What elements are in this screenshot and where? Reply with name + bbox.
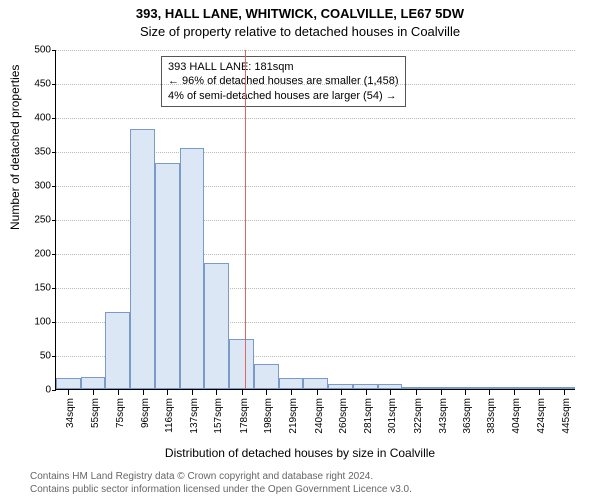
x-tick-label: 424sqm xyxy=(536,398,547,434)
histogram-bar xyxy=(180,148,205,389)
x-tick-label: 157sqm xyxy=(213,398,224,434)
x-tick-mark xyxy=(118,389,119,395)
x-tick-label: 301sqm xyxy=(387,398,398,434)
y-tick-mark xyxy=(52,152,56,153)
y-tick-label: 50 xyxy=(21,351,51,362)
histogram-bar xyxy=(105,312,130,389)
footer-attribution: Contains HM Land Registry data © Crown c… xyxy=(30,470,412,496)
histogram-bar xyxy=(81,377,106,389)
x-tick-mark xyxy=(514,389,515,395)
histogram-bar xyxy=(427,387,452,389)
x-tick-mark xyxy=(192,389,193,395)
x-tick-label: 96sqm xyxy=(140,398,151,428)
histogram-bar xyxy=(279,378,304,389)
histogram-bar xyxy=(254,364,279,389)
x-tick-label: 383sqm xyxy=(486,398,497,434)
x-tick-mark xyxy=(489,389,490,395)
x-tick-label: 178sqm xyxy=(239,398,250,434)
x-tick-mark xyxy=(167,389,168,395)
x-tick-mark xyxy=(143,389,144,395)
y-tick-mark xyxy=(52,288,56,289)
y-axis-label: Number of detached properties xyxy=(8,65,22,230)
annotation-line1: 393 HALL LANE: 181sqm xyxy=(168,60,399,74)
x-tick-mark xyxy=(266,389,267,395)
x-tick-label: 75sqm xyxy=(115,398,126,428)
x-tick-mark xyxy=(93,389,94,395)
x-tick-mark xyxy=(291,389,292,395)
y-tick-label: 250 xyxy=(21,215,51,226)
x-tick-mark xyxy=(242,389,243,395)
y-tick-mark xyxy=(52,254,56,255)
x-tick-mark xyxy=(564,389,565,395)
x-axis-label: Distribution of detached houses by size … xyxy=(0,446,600,460)
y-tick-label: 400 xyxy=(21,113,51,124)
y-tick-mark xyxy=(52,390,56,391)
annotation-line2: ← 96% of detached houses are smaller (1,… xyxy=(168,74,399,88)
y-tick-label: 500 xyxy=(21,45,51,56)
histogram-bar xyxy=(56,378,81,389)
x-tick-label: 260sqm xyxy=(338,398,349,434)
plot-area: 393 HALL LANE: 181sqm ← 96% of detached … xyxy=(55,50,575,390)
footer-line1: Contains HM Land Registry data © Crown c… xyxy=(30,470,412,483)
annotation-line3: 4% of semi-detached houses are larger (5… xyxy=(168,89,399,103)
y-tick-mark xyxy=(52,322,56,323)
y-tick-mark xyxy=(52,220,56,221)
histogram-bar xyxy=(204,263,229,389)
chart-subtitle: Size of property relative to detached ho… xyxy=(0,24,600,39)
chart-container: 393, HALL LANE, WHITWICK, COALVILLE, LE6… xyxy=(0,0,600,500)
x-tick-label: 322sqm xyxy=(413,398,424,434)
x-tick-label: 445sqm xyxy=(561,398,572,434)
x-tick-mark xyxy=(216,389,217,395)
x-tick-label: 343sqm xyxy=(438,398,449,434)
y-tick-mark xyxy=(52,118,56,119)
y-tick-mark xyxy=(52,50,56,51)
footer-line2: Contains public sector information licen… xyxy=(30,483,412,496)
x-tick-label: 198sqm xyxy=(263,398,274,434)
x-tick-mark xyxy=(416,389,417,395)
x-tick-label: 55sqm xyxy=(90,398,101,428)
x-tick-mark xyxy=(317,389,318,395)
gridline xyxy=(56,84,575,85)
y-tick-label: 300 xyxy=(21,181,51,192)
x-tick-label: 240sqm xyxy=(314,398,325,434)
x-tick-mark xyxy=(539,389,540,395)
annotation-box: 393 HALL LANE: 181sqm ← 96% of detached … xyxy=(161,56,406,107)
x-tick-mark xyxy=(366,389,367,395)
histogram-bar xyxy=(155,163,180,389)
y-tick-mark xyxy=(52,84,56,85)
y-tick-label: 0 xyxy=(21,385,51,396)
x-tick-mark xyxy=(390,389,391,395)
y-tick-mark xyxy=(52,356,56,357)
y-tick-label: 150 xyxy=(21,283,51,294)
x-tick-label: 116sqm xyxy=(164,398,175,433)
x-tick-label: 219sqm xyxy=(288,398,299,434)
y-tick-label: 200 xyxy=(21,249,51,260)
x-tick-label: 363sqm xyxy=(462,398,473,434)
x-tick-mark xyxy=(341,389,342,395)
x-tick-label: 404sqm xyxy=(511,398,522,434)
histogram-bar xyxy=(303,378,328,389)
y-tick-label: 350 xyxy=(21,147,51,158)
x-tick-label: 281sqm xyxy=(363,398,374,434)
y-tick-label: 450 xyxy=(21,79,51,90)
property-marker-line xyxy=(245,50,246,389)
histogram-bar xyxy=(229,339,254,389)
x-tick-mark xyxy=(68,389,69,395)
x-tick-label: 34sqm xyxy=(65,398,76,428)
gridline xyxy=(56,118,575,119)
gridline xyxy=(56,50,575,51)
x-tick-label: 137sqm xyxy=(189,398,200,434)
y-tick-mark xyxy=(52,186,56,187)
y-tick-label: 100 xyxy=(21,317,51,328)
x-tick-mark xyxy=(465,389,466,395)
x-tick-mark xyxy=(441,389,442,395)
chart-title-address: 393, HALL LANE, WHITWICK, COALVILLE, LE6… xyxy=(0,6,600,21)
histogram-bar xyxy=(130,129,155,389)
